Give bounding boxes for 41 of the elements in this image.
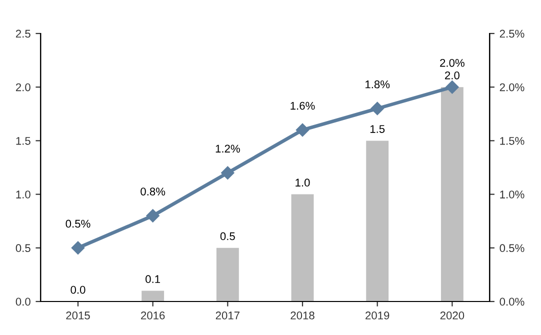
data-label: 0.5%	[66, 220, 90, 228]
data-label: 1.5	[370, 125, 385, 133]
y2-tick-label: 0.5%	[500, 244, 524, 252]
y-tick-label: 2.0	[16, 83, 30, 92]
bar	[440, 87, 464, 302]
bar	[366, 140, 389, 302]
point	[221, 166, 234, 180]
x-tick-label: 2020	[440, 312, 464, 320]
y-tick-label: 0.5	[16, 244, 30, 252]
data-label: 2.0%	[440, 58, 464, 67]
y-tick-label: 0.0	[16, 298, 30, 306]
y2-tick-label: 1.5%	[500, 137, 524, 145]
point	[446, 80, 459, 94]
data-label: 0.0	[70, 286, 86, 294]
x-tick-label: 2018	[290, 312, 314, 320]
x-tick-label: 2019	[366, 312, 390, 320]
point	[370, 102, 384, 116]
y-tick-label: 1.0	[16, 190, 30, 198]
bar	[142, 290, 164, 302]
point	[296, 123, 310, 137]
point	[71, 241, 85, 254]
data-label: 0.5	[220, 232, 235, 240]
point	[146, 209, 160, 222]
data-label: 0.1	[146, 275, 160, 284]
bar	[216, 248, 239, 302]
data-label: 1.6%	[290, 102, 315, 110]
bar	[291, 194, 314, 302]
y-tick-label: 2.5	[16, 30, 30, 38]
y2-tick-label: 2.0%	[500, 83, 524, 92]
data-label: 1.8%	[366, 80, 390, 88]
y-tick-label: 1.5	[16, 137, 30, 145]
x-tick-label: 2015	[66, 312, 90, 320]
y2-tick-label: 2.5%	[500, 30, 524, 38]
data-label: 0.8%	[140, 188, 166, 196]
x-tick-label: 2017	[216, 312, 240, 320]
data-label: 2.0	[445, 71, 460, 80]
y2-tick-label: 0.0%	[500, 298, 524, 306]
x-tick-label: 2016	[141, 312, 165, 320]
data-label: 1.0	[296, 178, 310, 187]
data-label: 1.2%	[216, 144, 240, 153]
y2-tick-label: 1.0%	[500, 190, 524, 198]
